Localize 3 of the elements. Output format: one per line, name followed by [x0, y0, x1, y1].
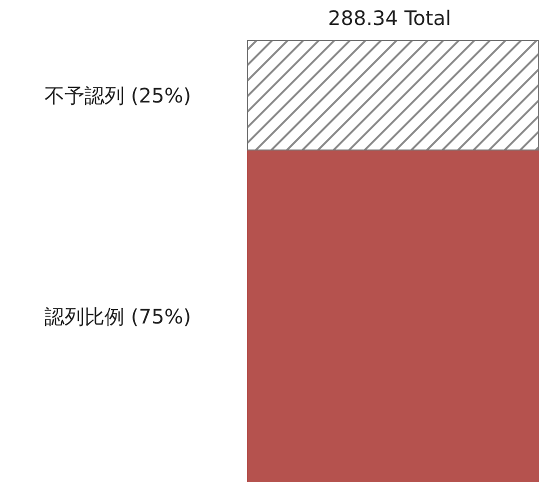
- text: 不予認列 (25%): [44, 83, 191, 108]
- text: 288.34 Total: [328, 6, 452, 30]
- text: 認列比例 (75%): [44, 304, 191, 328]
